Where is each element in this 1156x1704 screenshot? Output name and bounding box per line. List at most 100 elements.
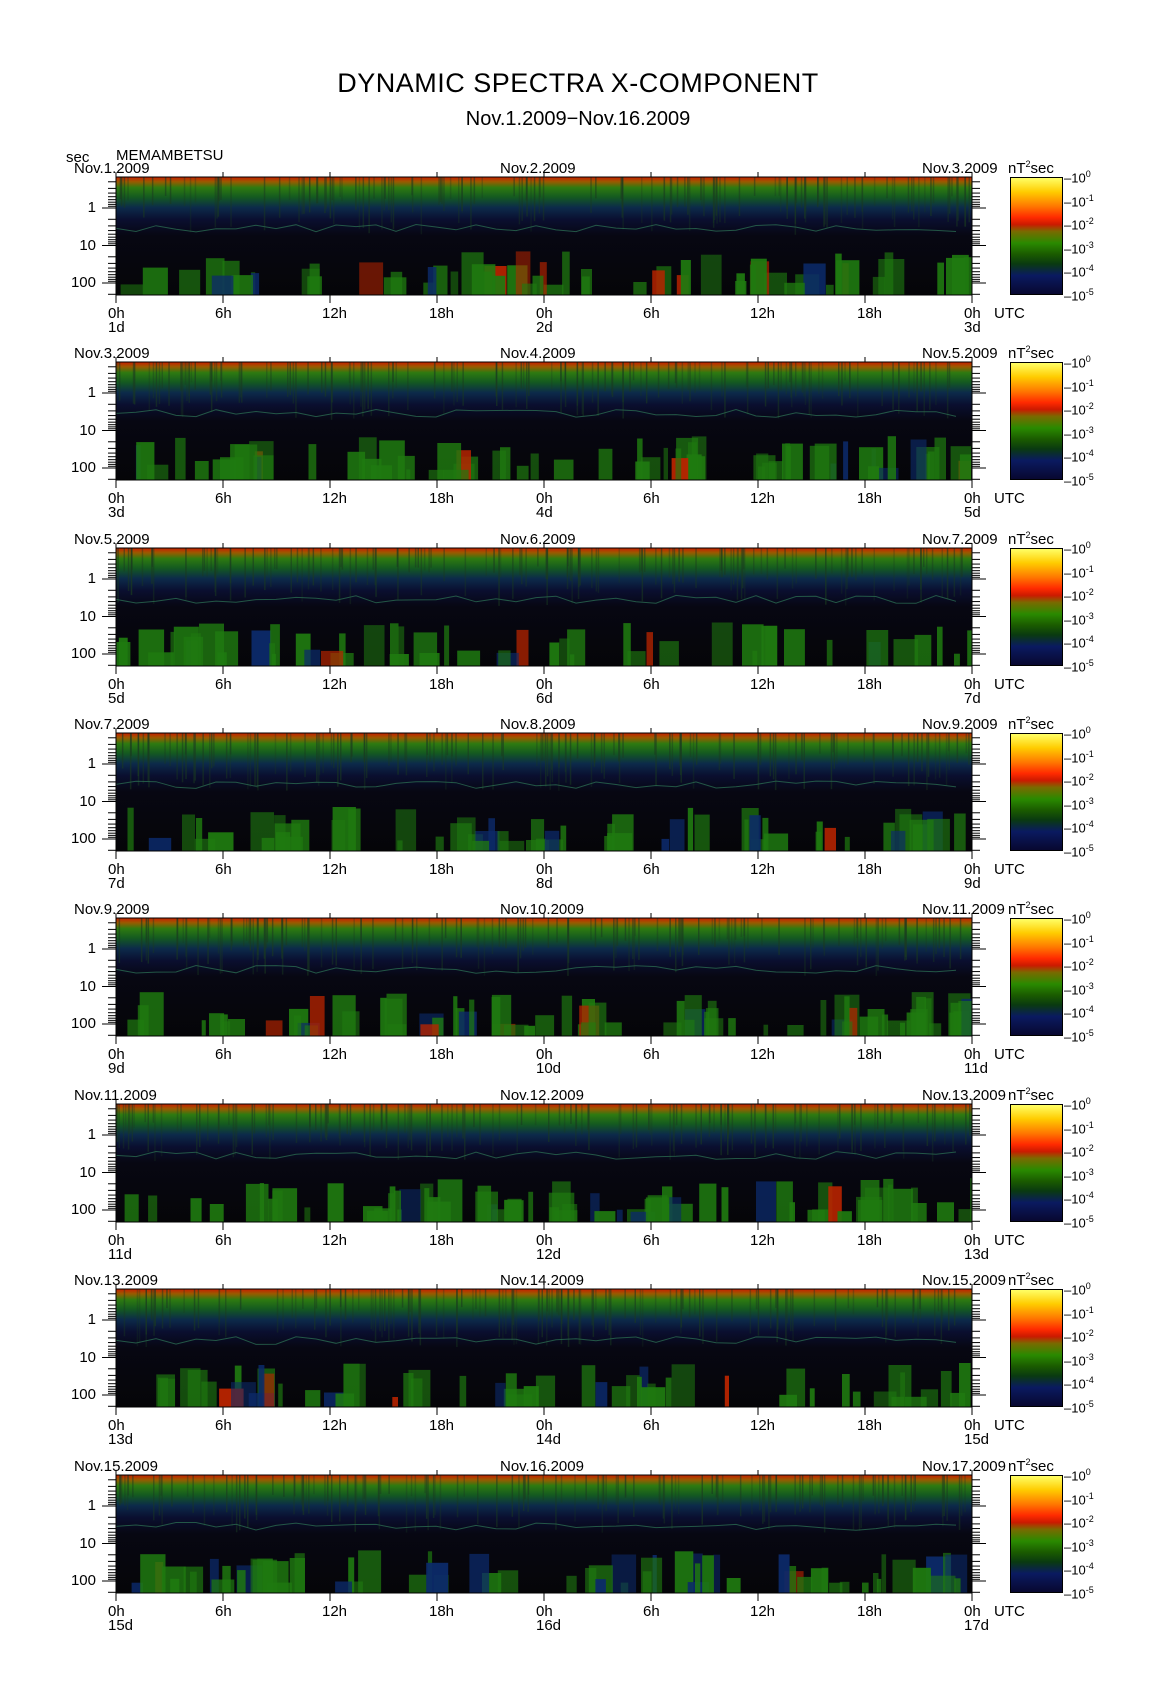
colorbar-tick-label: –10-2 bbox=[1064, 957, 1094, 974]
x-tick-label: 12h bbox=[750, 676, 776, 693]
x-tick-label: 6h bbox=[215, 1417, 232, 1434]
colorbar-tick-label: –10-2 bbox=[1064, 1514, 1094, 1531]
y-tick-label: 10 bbox=[79, 1534, 96, 1552]
y-tick-label: 10 bbox=[79, 236, 96, 254]
x-tick-label: 0h bbox=[964, 1417, 981, 1434]
x-tick-label: 12h bbox=[750, 1603, 776, 1620]
x-tick-label: 6h bbox=[643, 1232, 660, 1249]
x-tick-label: 12h bbox=[322, 1603, 348, 1620]
x-tick-label: 6h bbox=[215, 1046, 232, 1063]
station-name: MEMAMBETSU bbox=[116, 147, 224, 164]
panel-date-label: Nov.15.2009 bbox=[922, 1272, 1006, 1289]
colorbar-tick-label: –10-1 bbox=[1064, 563, 1094, 580]
colorbar-tick-label: –10-2 bbox=[1064, 1143, 1094, 1160]
y-tick-label: 100 bbox=[70, 1201, 96, 1218]
colorbar-tick-label: –10-4 bbox=[1064, 1190, 1094, 1207]
day-label: 17d bbox=[964, 1617, 990, 1634]
x-tick-label: 0h bbox=[964, 1603, 981, 1620]
day-label: 7d bbox=[964, 690, 981, 707]
x-tick-label: 12h bbox=[750, 490, 776, 507]
x-axis-unit: UTC bbox=[994, 1046, 1025, 1063]
y-tick-label: 1 bbox=[87, 1126, 96, 1143]
colorbar-tick-label: –10-4 bbox=[1064, 819, 1094, 836]
x-axis-unit: UTC bbox=[994, 305, 1025, 322]
day-label: 15d bbox=[108, 1617, 134, 1634]
panel-date-label: Nov.15.2009 bbox=[74, 1458, 158, 1475]
colorbar-tick-label: –10-1 bbox=[1064, 192, 1094, 209]
panel-date-label: Nov.13.2009 bbox=[922, 1087, 1006, 1104]
x-tick-label: 12h bbox=[322, 676, 348, 693]
day-label: 2d bbox=[536, 319, 553, 336]
colorbar-tick-label: –10-1 bbox=[1064, 933, 1094, 950]
x-tick-label: 6h bbox=[215, 490, 232, 507]
colorbar-tick-label: –10-4 bbox=[1064, 1375, 1094, 1392]
x-tick-label: 6h bbox=[643, 490, 660, 507]
spectra-panel: Nov.13.2009 Nov.14.2009 Nov.15.2009 nT2sec 1… bbox=[0, 1271, 1156, 1455]
colorbar-tick-label: –10-3 bbox=[1064, 239, 1094, 257]
panel-date-label: Nov.13.2009 bbox=[74, 1272, 158, 1289]
colorbar-tick-label: –10-3 bbox=[1064, 1351, 1094, 1369]
x-axis-unit: UTC bbox=[994, 861, 1025, 878]
colorbar-unit-label: nT2sec bbox=[1008, 715, 1054, 733]
x-tick-label: 18h bbox=[857, 1046, 883, 1063]
x-tick-label: 6h bbox=[643, 1046, 660, 1063]
panel-date-label: Nov.3.2009 bbox=[74, 345, 150, 362]
x-tick-label: 6h bbox=[643, 305, 660, 322]
x-tick-label: 18h bbox=[429, 861, 455, 878]
x-tick-label: 0h bbox=[108, 490, 125, 507]
panel-date-label: Nov.14.2009 bbox=[500, 1272, 584, 1289]
y-tick-label: 1 bbox=[87, 1497, 96, 1514]
colorbar-tick-label: –10-2 bbox=[1064, 216, 1094, 233]
colorbar bbox=[1010, 177, 1063, 295]
colorbar-tick-label: –10-5 bbox=[1064, 1399, 1094, 1416]
panel-date-label: Nov.6.2009 bbox=[500, 531, 576, 548]
y-tick-label: 100 bbox=[70, 645, 96, 662]
spectrogram-svg bbox=[102, 172, 986, 303]
day-label: 6d bbox=[536, 690, 553, 707]
panel-date-label: Nov.17.2009 bbox=[922, 1458, 1006, 1475]
colorbar-tick-label: –10-1 bbox=[1064, 748, 1094, 765]
colorbar-unit-label: nT2sec bbox=[1008, 1271, 1054, 1289]
spectrogram-svg bbox=[102, 728, 986, 859]
panel-date-label: Nov.5.2009 bbox=[922, 345, 998, 362]
y-tick-label: 10 bbox=[79, 1163, 96, 1181]
x-tick-label: 0h bbox=[536, 1603, 553, 1620]
y-tick-label: 10 bbox=[79, 1348, 96, 1366]
x-tick-label: 0h bbox=[536, 1046, 553, 1063]
panel-date-label: Nov.11.2009 bbox=[922, 901, 1005, 918]
chart-subtitle: Nov.1.2009−Nov.16.2009 bbox=[465, 108, 691, 130]
x-tick-label: 12h bbox=[322, 1417, 348, 1434]
x-tick-label: 12h bbox=[750, 1232, 776, 1249]
colorbar-tick-label: –10-3 bbox=[1064, 980, 1094, 998]
colorbar-tick-label: –10-1 bbox=[1064, 1490, 1094, 1507]
y-tick-label: 10 bbox=[79, 792, 96, 810]
x-tick-label: 18h bbox=[429, 1603, 455, 1620]
panel-date-label: Nov.8.2009 bbox=[500, 716, 576, 733]
x-tick-label: 6h bbox=[643, 1603, 660, 1620]
colorbar-tick-label: –10-2 bbox=[1064, 1328, 1094, 1345]
colorbar-tick-label: –100 bbox=[1064, 910, 1091, 927]
day-label: 11d bbox=[108, 1246, 132, 1263]
colorbar bbox=[1010, 362, 1063, 480]
colorbar-tick-label: –10-3 bbox=[1064, 795, 1094, 813]
x-tick-label: 6h bbox=[215, 1603, 232, 1620]
colorbar-tick-label: –10-5 bbox=[1064, 472, 1094, 489]
x-tick-label: 12h bbox=[322, 490, 348, 507]
x-tick-label: 0h bbox=[536, 1417, 553, 1434]
spectra-panel: Nov.1.2009 Nov.2.2009 Nov.3.2009 nT2sec 1 10 1… bbox=[0, 159, 1156, 343]
colorbar-tick-label: –10-5 bbox=[1064, 658, 1094, 675]
colorbar-tick-label: –10-5 bbox=[1064, 287, 1094, 304]
x-axis-unit: UTC bbox=[994, 1603, 1025, 1620]
x-tick-label: 18h bbox=[429, 1232, 455, 1249]
colorbar-tick-label: –10-4 bbox=[1064, 448, 1094, 465]
x-tick-label: 0h bbox=[108, 676, 125, 693]
colorbar-tick-label: –10-3 bbox=[1064, 424, 1094, 442]
y-tick-label: 100 bbox=[70, 1386, 96, 1403]
x-tick-label: 6h bbox=[215, 861, 232, 878]
panel-date-label: Nov.9.2009 bbox=[74, 901, 150, 918]
x-tick-label: 18h bbox=[429, 490, 455, 507]
x-tick-label: 0h bbox=[536, 490, 553, 507]
day-label: 13d bbox=[964, 1246, 990, 1263]
colorbar-tick-label: –10-3 bbox=[1064, 1166, 1094, 1184]
x-tick-label: 6h bbox=[643, 861, 660, 878]
